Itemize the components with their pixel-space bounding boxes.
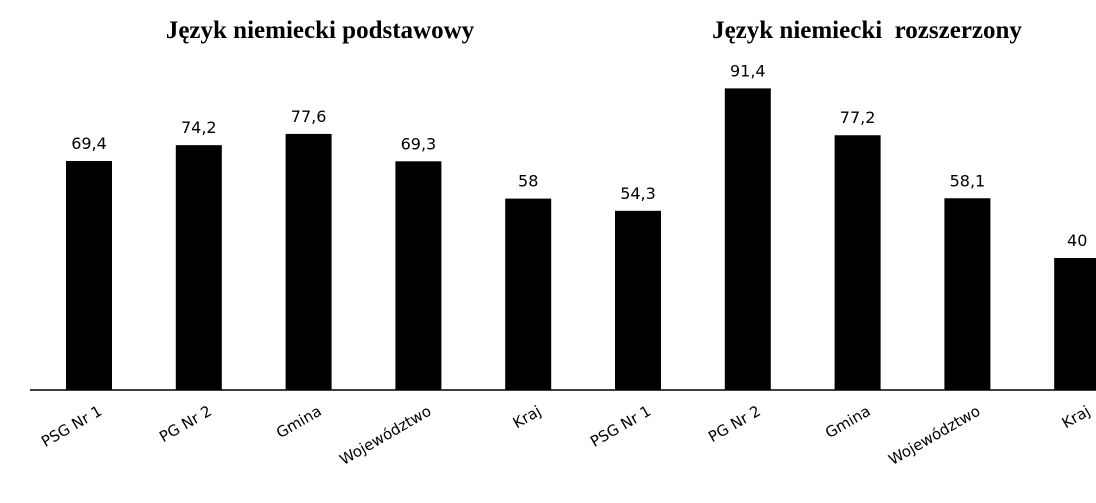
- value-label: 69,3: [401, 134, 437, 153]
- bar: [505, 198, 552, 390]
- value-label: 69,4: [71, 134, 107, 153]
- x-tick-label: Gmina: [822, 402, 874, 442]
- bar: [834, 135, 881, 390]
- x-tick-label: PSG Nr 1: [587, 402, 654, 451]
- bar: [615, 210, 661, 390]
- value-label: 40: [1067, 231, 1087, 250]
- x-tick-label: Gmina: [273, 402, 325, 442]
- value-label: 58: [518, 172, 538, 191]
- bar: [285, 133, 332, 391]
- bar: [724, 88, 771, 390]
- group-title: Język niemiecki podstawowy: [166, 17, 475, 44]
- value-label: 54,3: [620, 184, 656, 203]
- value-label: 77,2: [840, 108, 876, 127]
- x-tick-label: Kraj: [1059, 402, 1093, 432]
- value-label: 77,6: [291, 107, 327, 126]
- x-tick-label: PG Nr 2: [705, 402, 763, 446]
- value-label: 58,1: [950, 171, 986, 190]
- bar: [944, 198, 991, 390]
- x-tick-label: PG Nr 2: [156, 402, 214, 446]
- x-tick-label: Kraj: [510, 402, 544, 432]
- x-tick-label: Województwo: [336, 402, 434, 469]
- bar: [175, 145, 222, 390]
- value-label: 91,4: [730, 61, 766, 80]
- x-tick-label: PSG Nr 1: [38, 402, 105, 451]
- value-label: 74,2: [181, 118, 217, 137]
- group-title: Język niemiecki rozszerzony: [712, 17, 1022, 44]
- bar: [1054, 258, 1096, 390]
- bar: [66, 160, 112, 390]
- x-tick-label: Województwo: [885, 402, 983, 469]
- bar: [395, 161, 442, 390]
